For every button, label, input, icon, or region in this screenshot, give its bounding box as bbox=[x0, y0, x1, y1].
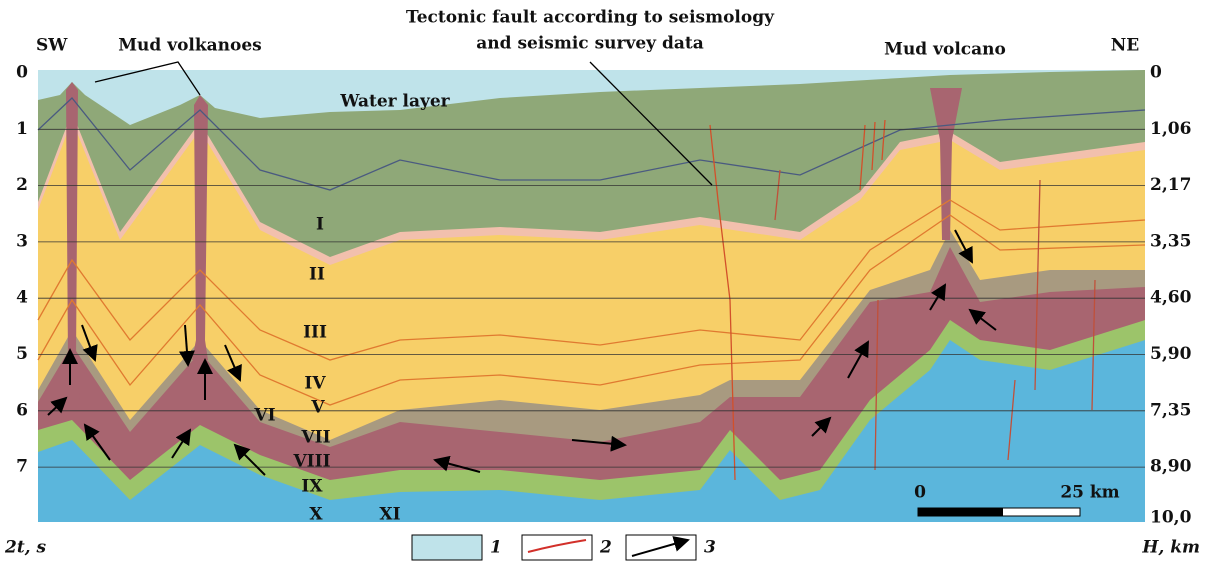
sw-label: SW bbox=[36, 36, 68, 56]
legend-label: 2 bbox=[599, 538, 612, 558]
right-tick-label: 3,35 bbox=[1150, 231, 1191, 251]
layer-label: X bbox=[309, 505, 323, 525]
water-layer-label: Water layer bbox=[339, 92, 450, 112]
layer-label: VII bbox=[300, 428, 330, 448]
right-tick-label: 4,60 bbox=[1150, 288, 1192, 308]
layer-label: I bbox=[316, 215, 324, 235]
mud-volcano-label: Mud volcano bbox=[884, 40, 1006, 60]
scale-start: 0 bbox=[914, 483, 926, 503]
legend bbox=[412, 535, 696, 560]
layer-label: VI bbox=[253, 406, 275, 426]
left-tick-label: 1 bbox=[16, 119, 28, 139]
left-tick-label: 5 bbox=[16, 344, 28, 364]
title-line: Tectonic fault according to seismology bbox=[406, 8, 775, 28]
right-tick-label: 5,90 bbox=[1150, 344, 1192, 364]
layer-label: IV bbox=[304, 374, 326, 394]
left-tick-label: 2 bbox=[16, 175, 28, 195]
right-tick-label: 2,17 bbox=[1150, 175, 1191, 195]
layer-label: V bbox=[310, 398, 325, 418]
left-tick-label: 6 bbox=[16, 400, 28, 420]
ne-label: NE bbox=[1111, 36, 1140, 56]
title-line: and seismic survey data bbox=[476, 34, 703, 54]
left-tick-label: 0 bbox=[16, 63, 28, 83]
layer-label: II bbox=[309, 265, 325, 285]
legend-label: 1 bbox=[490, 538, 502, 558]
right-tick-label: 1,06 bbox=[1150, 119, 1191, 139]
scale-end: 25 km bbox=[1060, 483, 1119, 503]
mud-volkanoes-label: Mud volkanoes bbox=[118, 36, 262, 56]
right-tick-label: 10,0 bbox=[1150, 508, 1192, 528]
layer-label: IX bbox=[301, 477, 323, 497]
left-tick-label: 7 bbox=[16, 457, 28, 477]
scale-bar bbox=[918, 508, 1080, 516]
left-axis-title: 2t, s bbox=[4, 538, 47, 558]
legend-label: 3 bbox=[704, 538, 716, 558]
layer-label: VIII bbox=[292, 452, 330, 472]
layer-label: III bbox=[303, 323, 327, 343]
right-tick-label: 8,90 bbox=[1150, 457, 1192, 477]
layer-label: XI bbox=[379, 505, 400, 525]
left-tick-label: 4 bbox=[16, 288, 28, 308]
right-tick-label: 7,35 bbox=[1150, 400, 1191, 420]
right-axis-title: H, km bbox=[1141, 538, 1200, 558]
cross-section: 0 1 2 3 4 5 6 7 0 1,06 2,17 3,35 4,60 5,90 7,35 8,90 10,… bbox=[0, 0, 1207, 563]
left-tick-label: 3 bbox=[16, 231, 28, 251]
right-tick-label: 0 bbox=[1150, 63, 1162, 83]
layers bbox=[38, 70, 1145, 522]
